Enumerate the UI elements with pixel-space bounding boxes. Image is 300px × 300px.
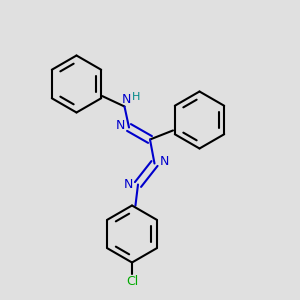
- Text: N: N: [124, 178, 133, 191]
- Text: N: N: [121, 93, 131, 106]
- Text: N: N: [159, 154, 169, 168]
- Text: N: N: [115, 118, 125, 132]
- Text: H: H: [132, 92, 140, 103]
- Text: Cl: Cl: [126, 275, 138, 288]
